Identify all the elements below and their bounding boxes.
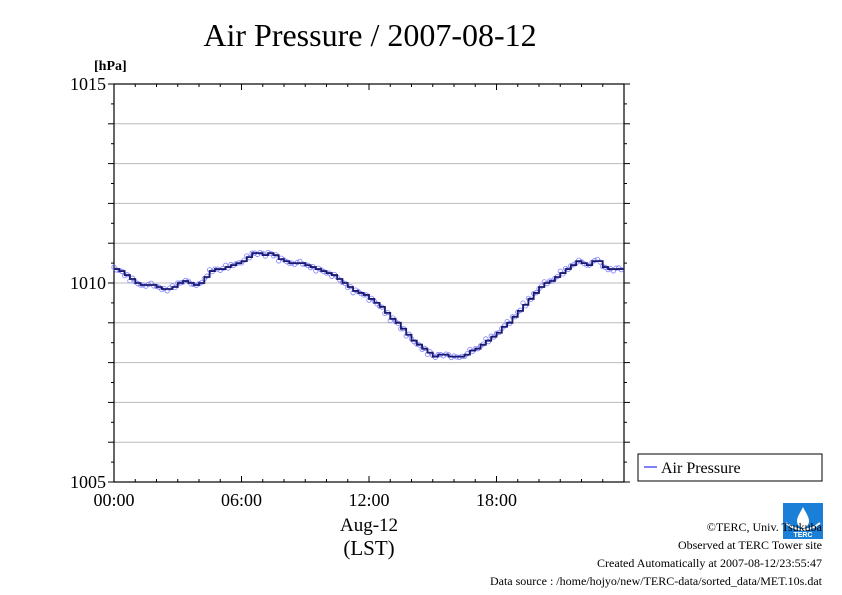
series-air-pressure: [111, 249, 624, 361]
x-tick-label: 12:00: [348, 490, 389, 510]
logo-text: TERC: [793, 532, 812, 539]
footer-created: Created Automatically at 2007-08-12/23:5…: [597, 556, 822, 570]
x-tick-label: 18:00: [476, 490, 517, 510]
legend-box: [637, 453, 823, 482]
series-group: [111, 249, 624, 361]
x-tick-label: 06:00: [221, 490, 262, 510]
y-axis-label: [hPa]: [94, 59, 127, 74]
y-tick-label: 1015: [70, 74, 106, 94]
x-axis-ticks: 00:00 06:00 12:00 18:00: [93, 84, 625, 510]
x-axis-unit-label: (LST): [343, 536, 394, 560]
legend: Air Pressure: [637, 453, 823, 482]
chart-title: Air Pressure / 2007-08-12: [203, 17, 536, 53]
footer-copyright: ©TERC, Univ. Tsukuba: [706, 520, 822, 534]
footer-source: Data source : /home/hojyo/new/TERC-data/…: [489, 574, 822, 588]
x-axis-label: Aug-12: [340, 515, 398, 536]
terc-logo: TERC: [783, 503, 823, 539]
y-axis-ticks: 1005 1010 1015: [70, 74, 630, 492]
y-tick-label: 1010: [70, 273, 106, 293]
legend-label: Air Pressure: [661, 460, 741, 477]
footer-observed: Observed at TERC Tower site: [677, 538, 822, 552]
x-tick-label: 00:00: [93, 490, 134, 510]
y-tick-label: 1005: [70, 472, 106, 492]
series-line: [114, 252, 624, 358]
